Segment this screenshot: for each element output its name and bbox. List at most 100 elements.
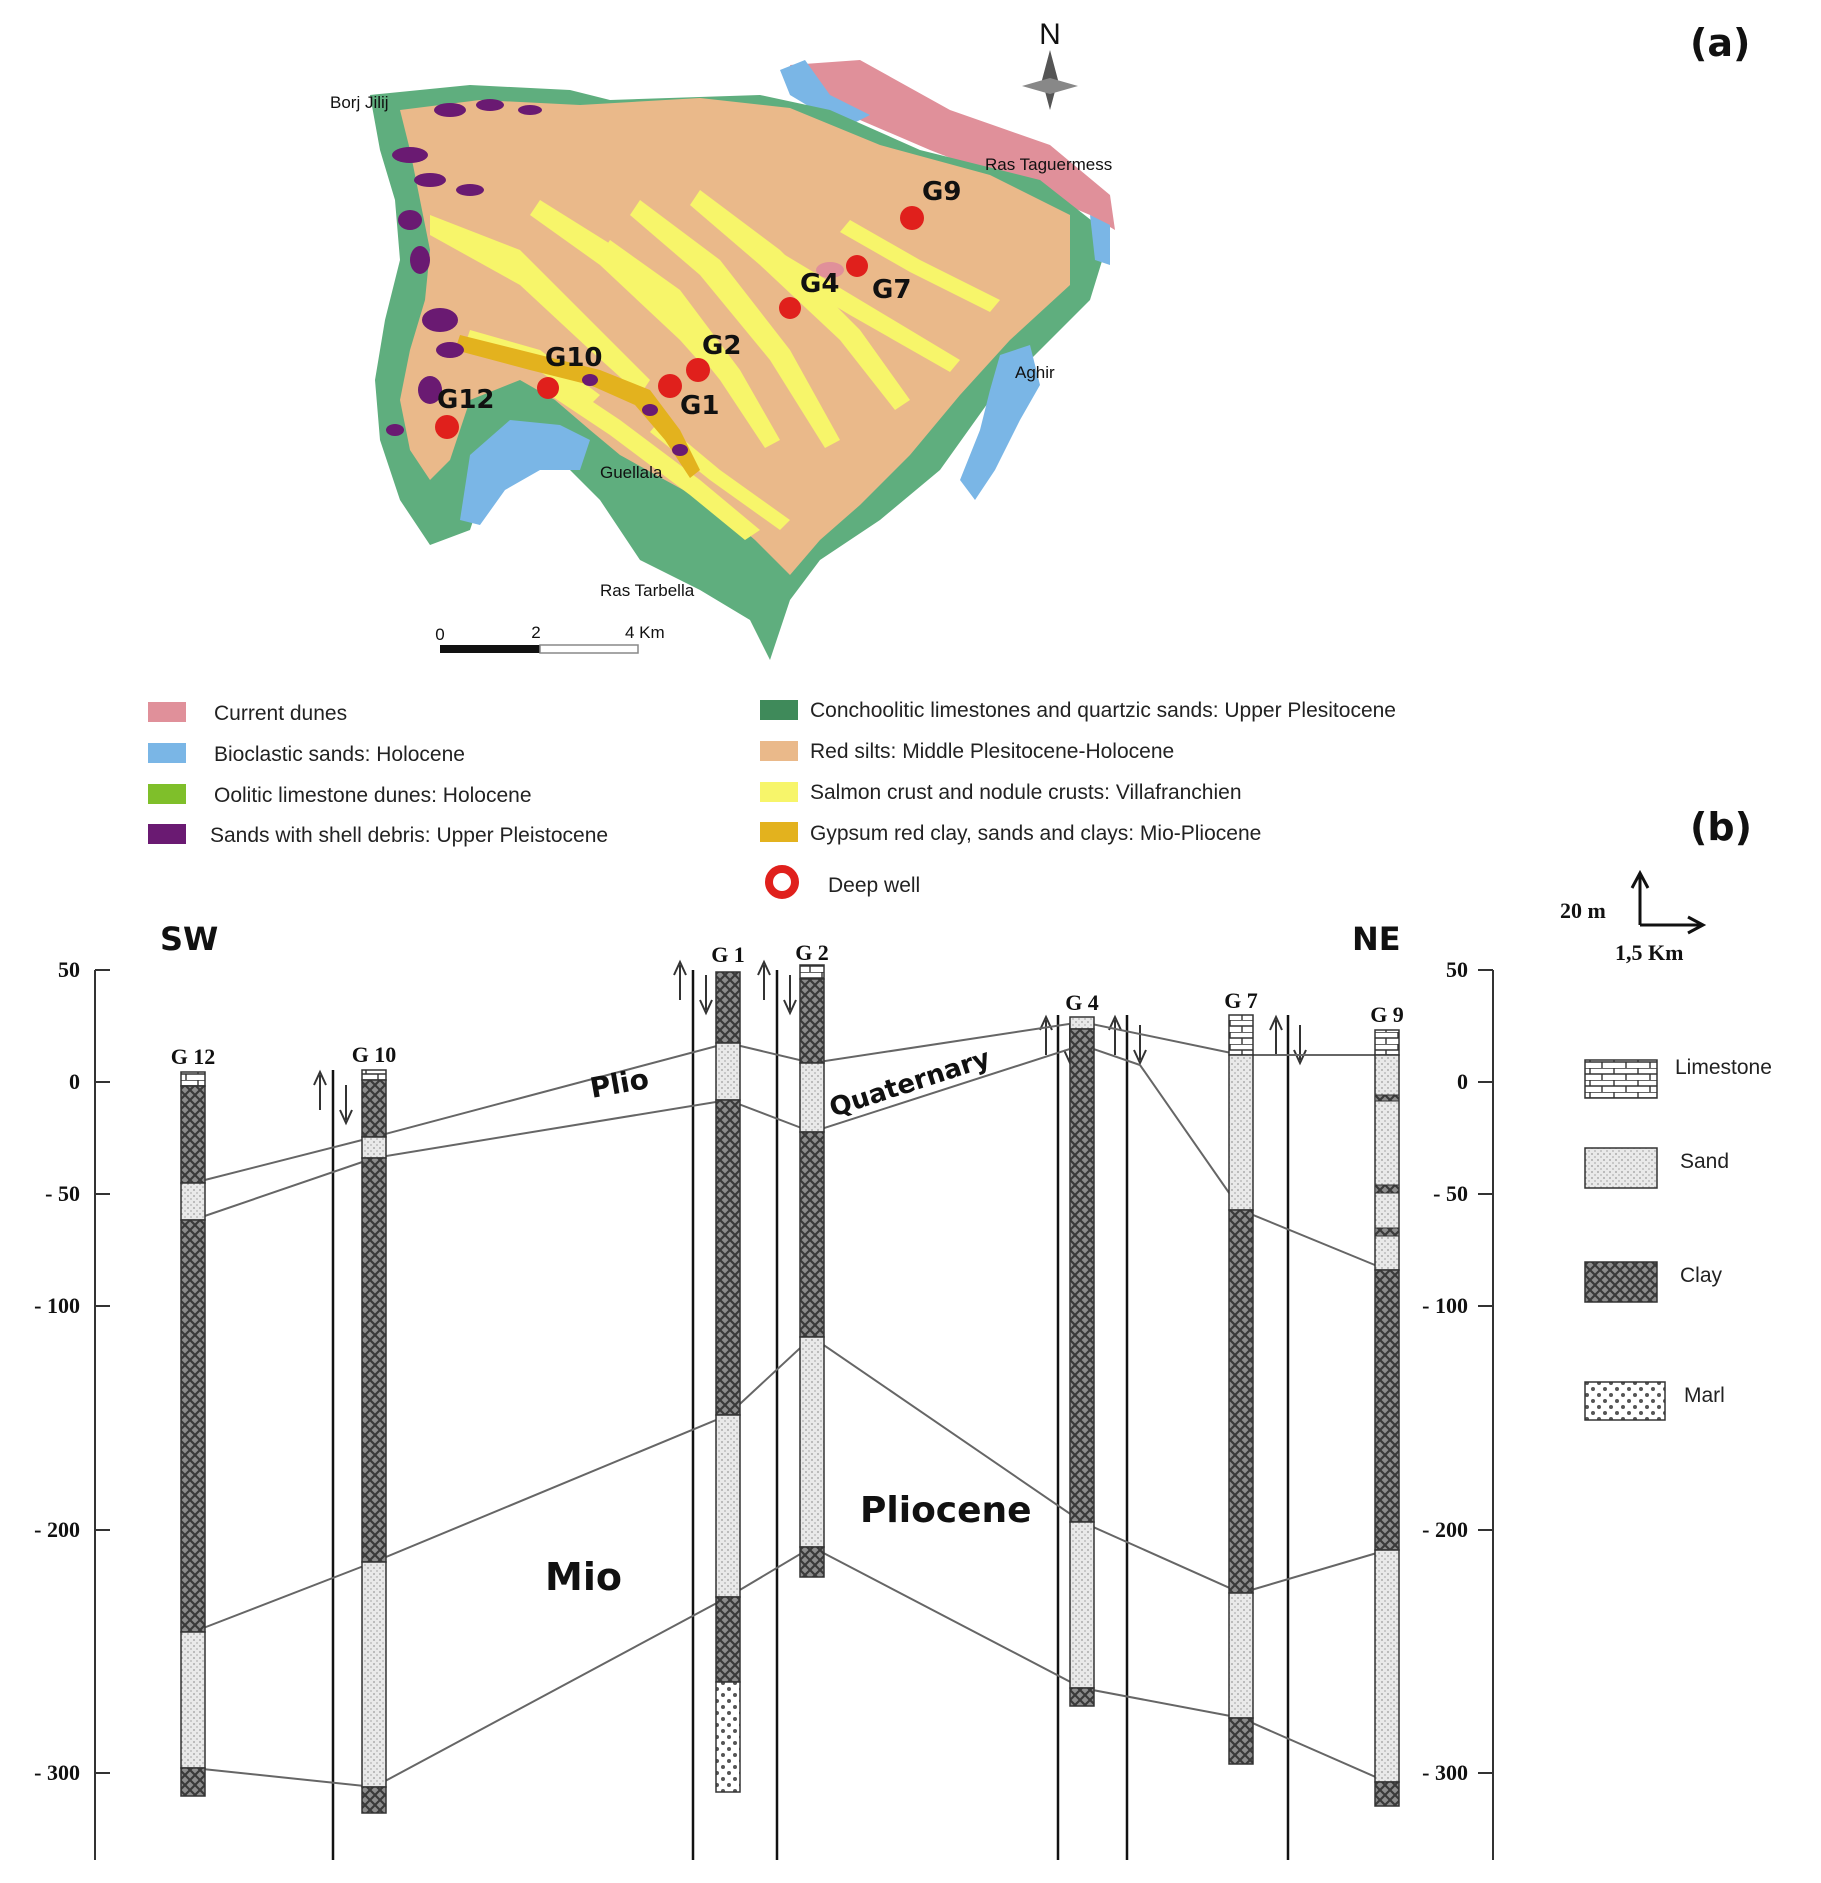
deep-well-icon (765, 865, 799, 899)
place-label: Ras Tarbella (600, 581, 695, 600)
place-label: Guellala (600, 463, 663, 482)
panel-a-label: (a) (1690, 21, 1750, 65)
legend-swatch (760, 700, 798, 720)
marl-swatch (1584, 1381, 1666, 1421)
unit-label: Pliocene (860, 1490, 1032, 1531)
legend-label: Clay (1680, 1264, 1723, 1287)
legend-label: Current dunes (214, 702, 347, 725)
well-label: G12 (437, 385, 495, 415)
tick-label: - 50 (1433, 1181, 1468, 1206)
panel-b-label: (b) (1690, 805, 1752, 849)
tick-label: - 300 (34, 1760, 80, 1785)
unit-label: Mio (545, 1555, 622, 1599)
well-label: G7 (872, 275, 911, 305)
legend-swatch (148, 743, 186, 763)
well-header: G 12 (171, 1044, 216, 1069)
legend-label: Marl (1684, 1384, 1725, 1407)
well-column-g9 (1374, 1029, 1400, 1807)
well-marker (435, 415, 459, 439)
well-column-g4 (1069, 1016, 1095, 1707)
well-label: G10 (545, 343, 603, 373)
well-column-g10 (361, 1069, 387, 1814)
north-label: N (1039, 18, 1061, 51)
scale-horizontal-label: 1,5 Km (1615, 940, 1683, 965)
legend-label: Limestone (1675, 1056, 1772, 1079)
tick-label: 50 (58, 957, 80, 982)
ne-label: NE (1352, 920, 1401, 958)
legend-swatch (148, 702, 186, 722)
well-column-g12 (180, 1071, 206, 1797)
well-header: G 1 (711, 942, 745, 967)
legend-swatch (760, 782, 798, 802)
well-label: G9 (922, 177, 961, 207)
section-scale: 20 m 1,5 Km (1560, 869, 1707, 965)
sw-label: SW (160, 920, 218, 958)
scale-tick: 4 Km (625, 623, 665, 642)
legend-label: Gypsum red clay, sands and clays: Mio-Pl… (810, 822, 1261, 845)
legend-swatch (760, 822, 798, 842)
sand-swatch (1584, 1147, 1658, 1189)
well-label: G1 (680, 391, 719, 421)
tick-label: - 100 (34, 1293, 80, 1318)
place-label: Borj Jilij (330, 93, 389, 112)
tick-label: - 200 (34, 1517, 80, 1542)
well-header: G 10 (352, 1042, 397, 1067)
tick-label: 0 (1457, 1069, 1468, 1094)
legend-label: Red silts: Middle Plesitocene-Holocene (810, 740, 1174, 763)
legend-label: Conchoolitic limestones and quartzic san… (810, 699, 1396, 722)
limestone-swatch (1584, 1059, 1658, 1099)
well-marker (658, 374, 682, 398)
well-header: G 2 (795, 940, 829, 965)
tick-label: - 300 (1422, 1760, 1468, 1785)
well-column-g2 (799, 964, 825, 1578)
legend-label: Sand (1680, 1150, 1729, 1173)
well-header: G 7 (1224, 988, 1258, 1013)
legend-swatch (760, 741, 798, 761)
fault-arrow-icons (313, 959, 1307, 1126)
clay-swatch (1584, 1261, 1658, 1303)
map-scale-bar: 0 2 4 Km (435, 623, 665, 654)
legend-label: Sands with shell debris: Upper Pleistoce… (210, 824, 608, 847)
unit-label: Quaternary (826, 1044, 994, 1124)
well-column-g7 (1228, 1014, 1254, 1765)
depth-tick-labels: 50 0 - 50 - 100 - 200 - 300 50 0 - 50 - … (34, 957, 1468, 1785)
map-legend: Current dunes Bioclastic sands: Holocene… (148, 699, 1396, 899)
tick-label: 0 (69, 1069, 80, 1094)
well-label: G4 (800, 269, 839, 299)
scale-tick: 2 (531, 623, 540, 642)
place-labels: Borj Jilij Ras Taguermess Aghir Guellala… (330, 93, 1112, 600)
legend-label: Salmon crust and nodule crusts: Villafra… (810, 781, 1242, 804)
tick-label: - 50 (45, 1181, 80, 1206)
well-marker (686, 358, 710, 382)
left-depth-axis (94, 969, 110, 1860)
unit-label: Plio (587, 1062, 651, 1105)
legend-label: Deep well (828, 874, 920, 897)
tick-label: - 200 (1422, 1517, 1468, 1542)
legend-swatch (148, 824, 186, 844)
north-arrow-icon: N (1022, 18, 1078, 110)
well-marker (846, 255, 868, 277)
well-header: G 9 (1370, 1002, 1404, 1027)
scale-vertical-label: 20 m (1560, 898, 1606, 923)
well-marker (537, 377, 559, 399)
place-label: Ras Taguermess (985, 155, 1112, 174)
well-markers: G9 G4 G7 G2 G10 G1 G12 (435, 177, 961, 439)
legend-label: Oolitic limestone dunes: Holocene (214, 784, 532, 807)
well-marker (900, 206, 924, 230)
well-marker (779, 297, 801, 319)
right-depth-axis (1478, 969, 1494, 1860)
fault-lines (331, 970, 1290, 1860)
island-map (370, 60, 1115, 660)
tick-label: - 100 (1422, 1293, 1468, 1318)
tick-label: 50 (1446, 957, 1468, 982)
legend-swatch (148, 784, 186, 804)
lithology-legend: Limestone Sand Clay Marl (1584, 1056, 1772, 1421)
place-label: Aghir (1015, 363, 1055, 382)
well-label: G2 (702, 331, 741, 361)
well-header: G 4 (1065, 990, 1099, 1015)
well-column-g1 (715, 971, 741, 1793)
well-header-labels: G 12 G 10 G 1 G 2 G 4 G 7 G 9 (171, 940, 1404, 1069)
unit-labels: Plio Quaternary Mio Pliocene (545, 1044, 1032, 1599)
legend-label: Bioclastic sands: Holocene (214, 743, 465, 766)
